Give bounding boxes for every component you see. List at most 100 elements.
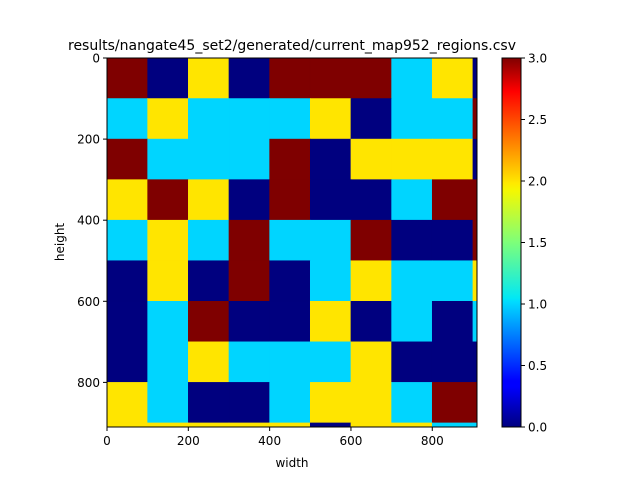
colorbar-tick-label: 0.5 xyxy=(528,359,547,373)
heatmap-cell xyxy=(188,179,230,221)
y-tick-label: 600 xyxy=(77,295,100,309)
heatmap-cell xyxy=(106,98,148,140)
heatmap-cell xyxy=(147,382,189,424)
x-tick-label: 0 xyxy=(103,434,111,448)
heatmap-cell xyxy=(431,260,474,302)
heatmap-cell xyxy=(147,98,189,140)
heatmap-cell xyxy=(188,341,230,383)
heatmap-cell xyxy=(350,57,392,99)
heatmap-cell xyxy=(431,300,474,343)
heatmap-cell xyxy=(228,382,270,424)
heatmap-cell xyxy=(309,422,352,428)
heatmap-cell xyxy=(188,219,230,262)
heatmap-cell xyxy=(188,138,230,180)
y-tick-label: 0 xyxy=(92,52,100,66)
x-tick-label: 600 xyxy=(340,434,363,448)
heatmap-cell xyxy=(472,422,478,428)
heatmap-cell xyxy=(472,300,478,343)
heatmap-cell xyxy=(106,138,148,180)
heatmap-cell xyxy=(228,179,270,221)
heatmap-cell xyxy=(309,179,352,221)
heatmap-cell xyxy=(309,219,352,262)
heatmap-cell xyxy=(106,260,148,302)
heatmap-cell xyxy=(391,422,433,428)
heatmap-cell xyxy=(188,422,230,428)
heatmap-cell xyxy=(309,138,352,180)
heatmap-cell xyxy=(269,179,311,221)
heatmap-cell xyxy=(350,98,392,140)
heatmap-cell xyxy=(228,57,270,99)
heatmap-cell xyxy=(269,422,311,428)
heatmap-cell xyxy=(309,98,352,140)
heatmap-cell xyxy=(228,138,270,180)
heatmap-cell xyxy=(431,98,474,140)
heatmap-cell xyxy=(391,382,433,424)
colorbar-tick-label: 3.0 xyxy=(528,52,547,66)
heatmap-cell xyxy=(391,179,433,221)
heatmap-cell xyxy=(228,300,270,343)
heatmap-cell xyxy=(431,57,474,99)
colorbar-tick-label: 1.0 xyxy=(528,298,547,312)
y-axis: 0 200 400 600 800 xyxy=(77,52,107,390)
colorbar-tick-label: 0.0 xyxy=(528,421,547,435)
heatmap-cell xyxy=(391,260,433,302)
heatmap-cell xyxy=(472,341,478,383)
x-tick-label: 800 xyxy=(421,434,444,448)
heatmap-cell xyxy=(350,422,392,428)
heatmap-cell xyxy=(350,260,392,302)
colorbar-tick-label: 2.0 xyxy=(528,175,547,189)
x-tick-label: 400 xyxy=(258,434,281,448)
heatmap-cell xyxy=(309,382,352,424)
heatmap-cell xyxy=(269,341,311,383)
heatmap-cell xyxy=(391,219,433,262)
heatmap-cell xyxy=(147,138,189,180)
heatmap-cell xyxy=(147,219,189,262)
y-tick-label: 200 xyxy=(77,133,100,147)
heatmap-cell xyxy=(188,382,230,424)
heatmap-cell xyxy=(106,382,148,424)
y-tick-label: 400 xyxy=(77,214,100,228)
x-tick-label: 200 xyxy=(177,434,200,448)
heatmap-cell xyxy=(106,219,148,262)
heatmap-cell xyxy=(106,341,148,383)
x-axis-label: width xyxy=(275,456,308,470)
heatmap-cell xyxy=(431,422,474,428)
heatmap-cell xyxy=(391,341,433,383)
heatmap-cell xyxy=(391,300,433,343)
heatmap-cell xyxy=(431,219,474,262)
heatmap-cell xyxy=(391,98,433,140)
heatmap-cell xyxy=(106,57,148,99)
heatmap-cell xyxy=(188,300,230,343)
heatmap-cell xyxy=(269,382,311,424)
heatmap-cell xyxy=(350,382,392,424)
heatmap-cell xyxy=(269,138,311,180)
heatmap-cell xyxy=(228,260,270,302)
heatmap-cell xyxy=(269,98,311,140)
heatmap-cell xyxy=(106,179,148,221)
heatmap-cell xyxy=(431,341,474,383)
heatmap-cell xyxy=(309,57,352,99)
heatmap-cell xyxy=(472,57,478,99)
heatmap-cell xyxy=(228,341,270,383)
heatmap-cell xyxy=(350,341,392,383)
chart-title: results/nangate45_set2/generated/current… xyxy=(68,38,516,54)
heatmap-cell xyxy=(188,57,230,99)
colorbar-tick-label: 2.5 xyxy=(528,113,547,127)
y-tick-label: 800 xyxy=(77,376,100,390)
heatmap-cell xyxy=(391,138,433,180)
heatmap-cell xyxy=(431,179,474,221)
heatmap-cell xyxy=(188,260,230,302)
heatmap-cell xyxy=(147,300,189,343)
heatmap-cell xyxy=(147,260,189,302)
heatmap-cell xyxy=(106,422,148,428)
y-axis-label: height xyxy=(53,223,67,262)
colorbar-axis: 0.0 0.5 1.0 1.5 2.0 2.5 3.0 xyxy=(521,52,547,435)
heatmap-cell xyxy=(431,138,474,180)
heatmap-cells xyxy=(106,57,478,428)
heatmap-cell xyxy=(269,300,311,343)
colorbar-tick-label: 1.5 xyxy=(528,236,547,250)
heatmap-cell xyxy=(350,300,392,343)
heatmap-cell xyxy=(106,300,148,343)
heatmap-cell xyxy=(269,57,311,99)
